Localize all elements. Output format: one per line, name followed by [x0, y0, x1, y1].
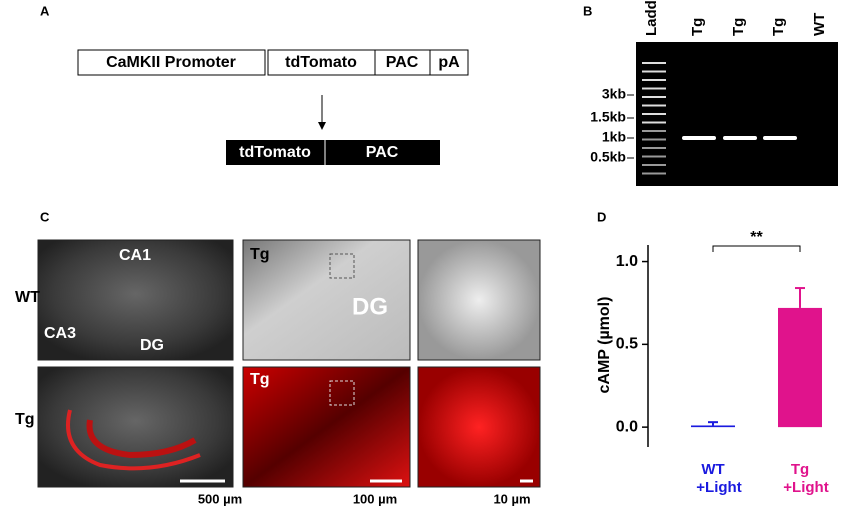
ladder-band — [642, 164, 666, 166]
product-label: tdTomato — [239, 144, 311, 161]
panel-label: B — [583, 3, 592, 18]
ladder-band — [642, 130, 666, 132]
x-tick-label: WT +Light — [696, 461, 741, 496]
arrow-head — [318, 122, 326, 130]
region-label: DG — [140, 337, 164, 354]
y-tick-label: 0.0 — [616, 418, 638, 435]
scale-label: 100 µm — [353, 491, 397, 506]
zoom-box — [329, 253, 355, 279]
lane-label: WT — [811, 13, 828, 36]
fluorescence — [86, 419, 197, 459]
ladder-band — [642, 172, 666, 175]
zoom-label: DG — [352, 293, 388, 320]
band — [723, 136, 757, 140]
ladder-band — [642, 155, 666, 158]
ladder-band — [642, 70, 666, 73]
lane-label: Tg — [770, 18, 787, 36]
ladder-band — [642, 138, 666, 141]
size-label: 3kb — [602, 86, 626, 102]
band — [682, 136, 716, 140]
panel-label: D — [597, 209, 606, 224]
region-label: CA1 — [119, 247, 151, 264]
ladder-band — [642, 96, 666, 98]
ladder-band — [642, 113, 666, 115]
panel-label: A — [40, 3, 50, 18]
fluorescence — [66, 409, 201, 471]
ladder-band — [642, 121, 666, 124]
image — [37, 239, 234, 361]
product — [226, 140, 440, 165]
region-label: CA3 — [44, 325, 76, 342]
zoom-box — [329, 380, 355, 406]
y-tick-label: 0.5 — [616, 336, 638, 353]
lane-label: Tg — [730, 18, 747, 36]
scale-label: 10 µm — [493, 491, 530, 506]
construct-label: pA — [438, 54, 460, 71]
annotation: ** — [750, 229, 763, 246]
x-tick-label: Tg +Light — [783, 461, 828, 496]
image — [417, 366, 541, 488]
zoom-label: Tg — [250, 246, 270, 263]
lane-label: Ladder — [643, 0, 660, 36]
row-label: Tg — [15, 411, 35, 428]
bar — [778, 307, 822, 428]
size-label: 1kb — [602, 129, 626, 145]
image — [242, 239, 411, 361]
image — [242, 366, 411, 488]
image — [417, 239, 541, 361]
bar-chart: 0.0 0.5 1.0 WT +Light Tg +Light ** — [616, 229, 829, 496]
panel-label: C — [40, 209, 50, 224]
construct-label: CaMKII Promoter — [106, 54, 236, 71]
ladder — [642, 62, 666, 175]
ladder-band — [642, 104, 666, 107]
ladder-band — [642, 62, 666, 64]
y-axis-title: cAMP (µmol) — [596, 297, 613, 394]
size-label: 1.5kb — [590, 109, 626, 125]
ladder-band — [642, 147, 666, 149]
ladder-band — [642, 87, 666, 90]
band — [763, 136, 797, 140]
construct — [77, 49, 469, 76]
row-label: WT — [15, 289, 40, 306]
bar — [691, 425, 735, 428]
ladder-band — [642, 79, 666, 81]
lane-label: Tg — [689, 18, 706, 36]
construct-label: tdTomato — [285, 54, 357, 71]
gel — [636, 42, 838, 186]
y-tick-label: 1.0 — [616, 253, 638, 270]
size-label: 0.5kb — [590, 149, 626, 165]
zoom-label: Tg — [250, 371, 270, 388]
construct-label: PAC — [386, 54, 419, 71]
product-label: PAC — [366, 144, 399, 161]
significance-bracket — [712, 245, 801, 252]
gel-labels: Ladder Tg Tg Tg WT 3kb 1.5kb 1kb 0.5kb — [590, 0, 828, 165]
scale-label: 500 µm — [198, 491, 242, 506]
